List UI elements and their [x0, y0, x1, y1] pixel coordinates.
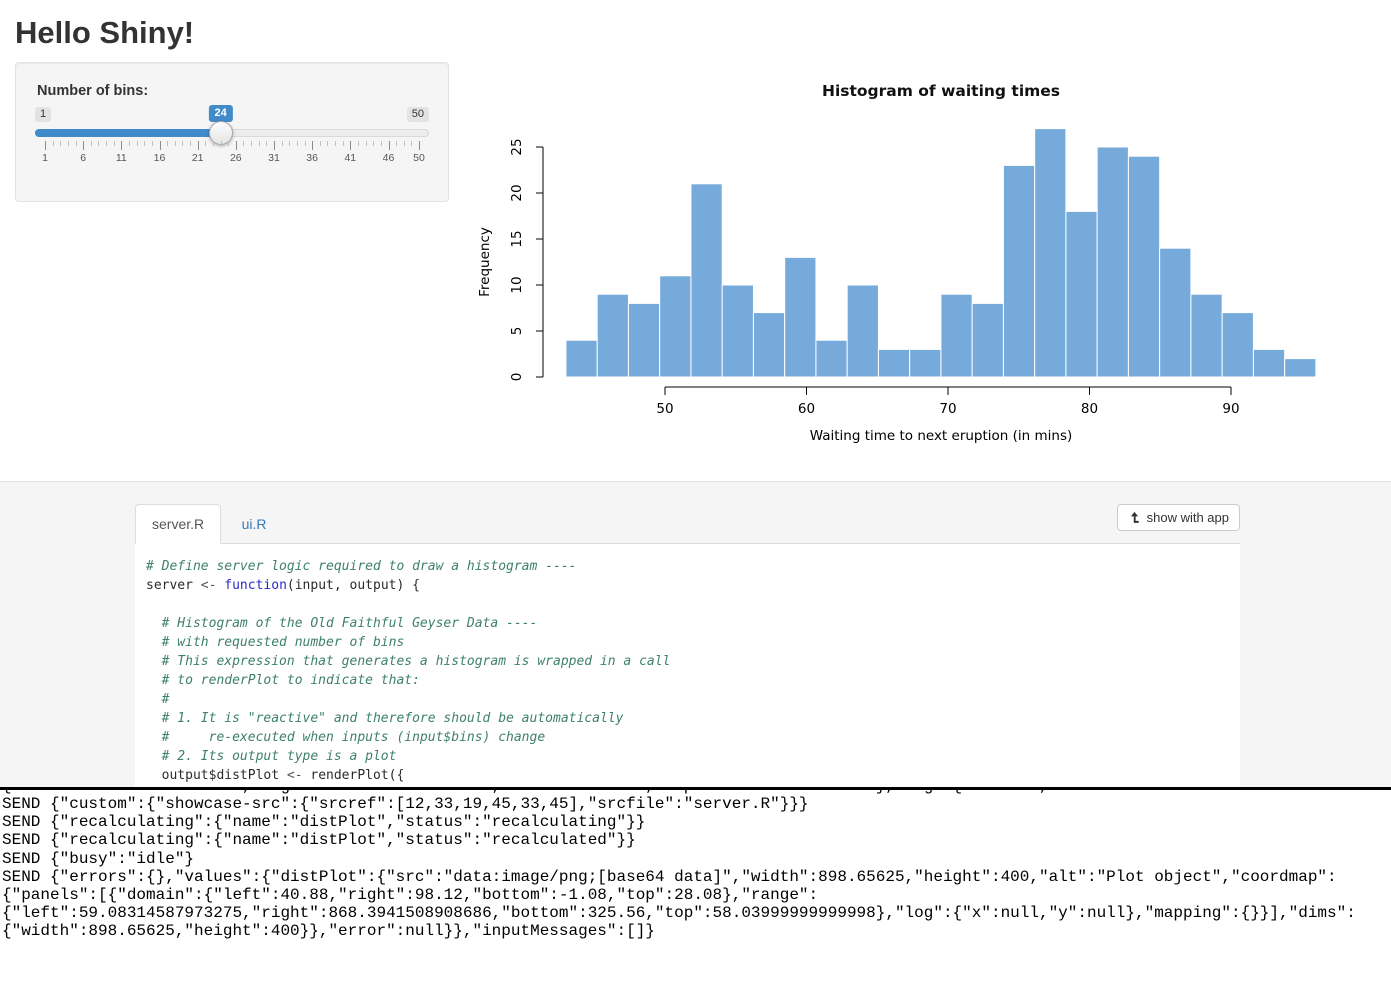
- bins-panel: Number of bins: 1 50 24 1 6 11 16 21 26 31 36 41…: [15, 62, 449, 202]
- console-partial-line: {"left":59.08314587973275,"right":868.39…: [2, 790, 1391, 795]
- svg-text:25: 25: [509, 138, 525, 155]
- histogram-svg: Histogram of waiting times 0 5 10 15 20 25 Freq…: [477, 82, 1317, 444]
- svg-text:15: 15: [509, 230, 525, 247]
- slider-grid: 1 6 11 16 21 26 31 36 41 46 50: [35, 141, 429, 171]
- console-lines: SEND {"custom":{"showcase-src":{"srcref"…: [2, 795, 1356, 941]
- level-up-icon: [1128, 511, 1141, 525]
- slider-fill: [35, 129, 223, 137]
- svg-text:20: 20: [509, 184, 525, 201]
- svg-text:Histogram of waiting times: Histogram of waiting times: [822, 82, 1060, 100]
- svg-text:70: 70: [939, 401, 956, 417]
- svg-text:80: 80: [1081, 401, 1098, 417]
- bins-label: Number of bins:: [37, 83, 149, 99]
- slider-max-label: 50: [406, 107, 429, 122]
- svg-text:10: 10: [509, 276, 525, 293]
- tab-ui-r[interactable]: ui.R: [241, 516, 267, 532]
- svg-text:5: 5: [509, 327, 525, 336]
- show-with-app-label: show with app: [1146, 510, 1229, 525]
- svg-text:Frequency: Frequency: [477, 227, 493, 297]
- histogram-plot: Histogram of waiting times 0 5 10 15 20 25 Freq…: [460, 62, 1391, 462]
- svg-text:0: 0: [509, 373, 525, 382]
- svg-text:50: 50: [656, 401, 673, 417]
- svg-text:60: 60: [798, 401, 815, 417]
- console-log[interactable]: {"left":59.08314587973275,"right":868.39…: [0, 787, 1391, 981]
- svg-text:90: 90: [1222, 401, 1239, 417]
- code-tabs: server.R ui.R show with app: [135, 504, 1240, 544]
- console-partial-text: {"left":59.08314587973275,"right":868.39…: [2, 790, 1391, 795]
- show-with-app-button[interactable]: show with app: [1116, 504, 1240, 531]
- slider-min-label: 1: [35, 107, 52, 122]
- tab-server-r[interactable]: server.R: [135, 504, 222, 544]
- code-content[interactable]: # Define server logic required to draw a…: [135, 544, 1240, 788]
- code-card: server.R ui.R show with app # Define ser…: [135, 504, 1240, 788]
- svg-text:Waiting time to next eruption: Waiting time to next eruption (in mins): [810, 428, 1073, 444]
- slider-value-label: 24: [208, 105, 233, 122]
- page-title: Hello Shiny!: [15, 15, 195, 50]
- bins-slider[interactable]: 1 50 24 1 6 11 16 21 26 31 36 41 46 50: [35, 103, 429, 187]
- showcase-area: server.R ui.R show with app # Define ser…: [0, 481, 1391, 788]
